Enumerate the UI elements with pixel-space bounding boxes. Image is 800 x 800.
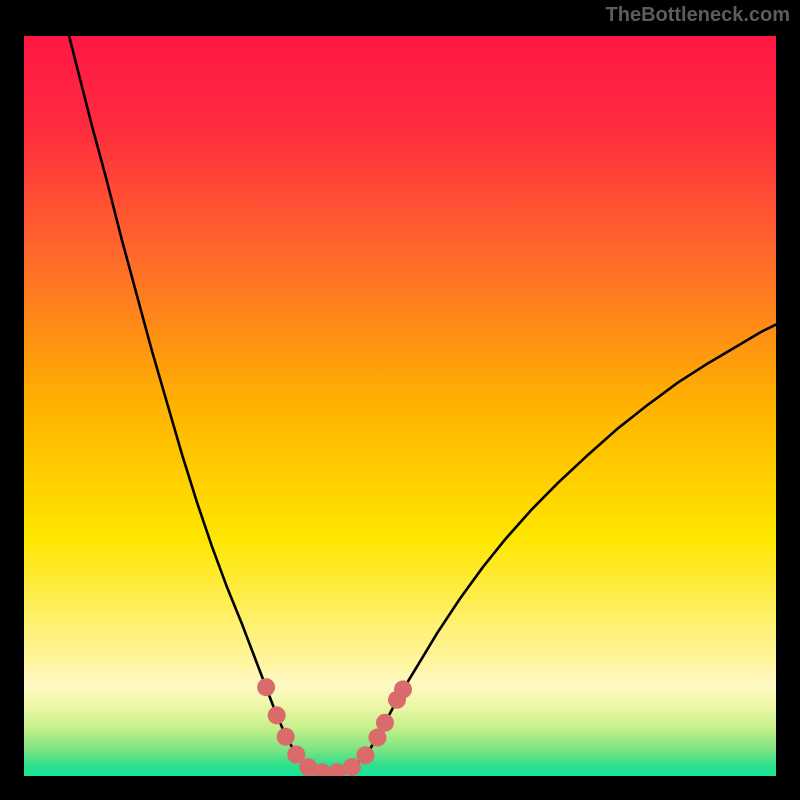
marker-dot — [277, 728, 295, 746]
marker-dot — [257, 678, 275, 696]
marker-dot — [356, 746, 374, 764]
attribution-text: TheBottleneck.com — [606, 4, 790, 27]
optimal-range-markers — [24, 36, 776, 776]
marker-dot — [343, 758, 361, 776]
chart-frame: TheBottleneck.com — [0, 0, 800, 800]
marker-dot — [268, 706, 286, 724]
plot-area — [24, 36, 776, 776]
marker-dot — [394, 680, 412, 698]
marker-dot — [376, 714, 394, 732]
